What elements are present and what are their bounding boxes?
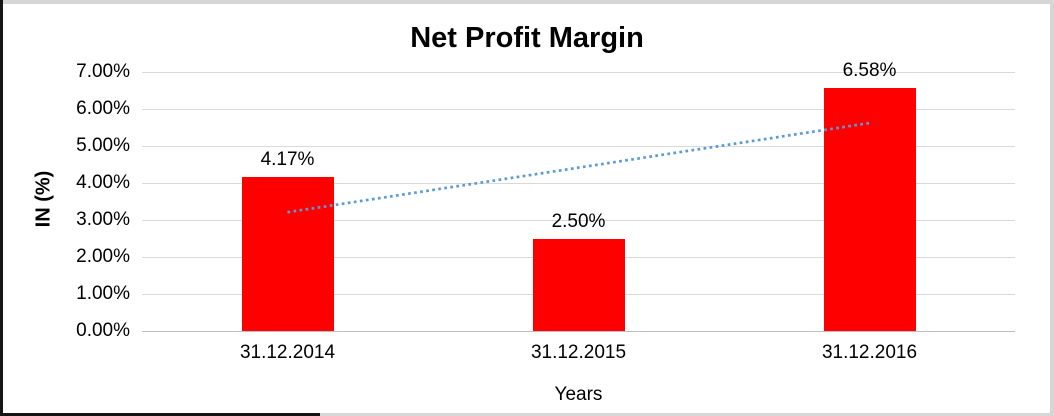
trendline-dotted [287,121,870,214]
bar-31.12.2014 [241,176,334,331]
bar-data-label: 4.17% [260,148,315,170]
frame-border-right [1050,0,1054,416]
gridline [142,220,1015,221]
bar-data-label: 2.50% [551,210,606,232]
bar-data-label: 6.58% [842,59,897,81]
gridline [142,109,1015,110]
frame-border-left [0,0,3,416]
x-axis-title: Years [554,384,603,405]
y-tick-label: 6.00% [76,98,130,119]
y-tick-label: 5.00% [76,135,130,156]
y-tick-label: 2.00% [76,246,130,267]
x-tick-label: 31.12.2016 [821,342,918,363]
y-tick-label: 7.00% [76,61,130,82]
y-tick-label: 0.00% [76,320,130,341]
y-tick-label: 4.00% [76,172,130,193]
frame-border-top [0,0,1054,4]
y-tick-label: 3.00% [76,209,130,230]
x-tick-label: 31.12.2015 [530,342,627,363]
frame-border-bottom [0,413,1054,416]
x-tick-label: 31.12.2014 [239,342,336,363]
chart-title: Net Profit Margin [410,22,644,54]
y-tick-label: 1.00% [76,283,130,304]
frame-border-bottom-left [0,413,320,416]
bar-31.12.2016 [823,87,916,331]
gridline [142,72,1015,73]
bar-31.12.2015 [532,238,625,331]
x-axis-baseline [142,331,1015,332]
